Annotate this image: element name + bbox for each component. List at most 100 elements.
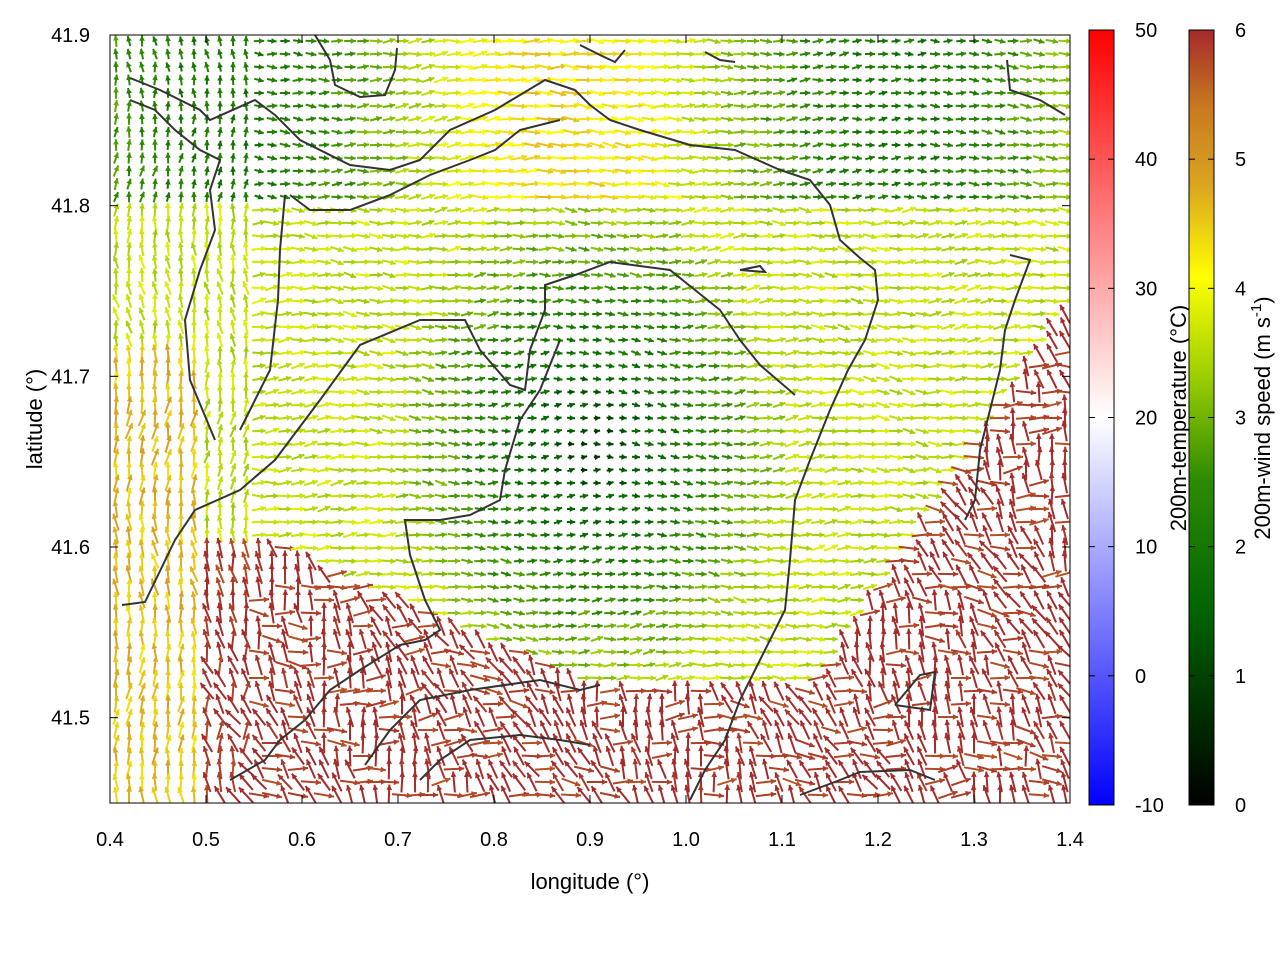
wind-arrow (126, 165, 132, 177)
wind-arrow (189, 578, 199, 596)
wind-arrow (112, 165, 120, 177)
wind-arrow (178, 178, 184, 190)
wind-arrow (138, 565, 145, 583)
wind-arrow (165, 630, 171, 648)
wind-arrow (178, 280, 184, 296)
wind-arrow (139, 87, 145, 99)
wind-arrow (212, 708, 228, 726)
colorbar-tick-label: 4 (1235, 278, 1246, 300)
wind-arrow (178, 682, 184, 700)
wind-arrow (138, 307, 146, 321)
wind-arrow (139, 191, 145, 203)
wind-arrow (138, 643, 146, 661)
wind-arrow (152, 61, 158, 73)
wind-arrow (138, 786, 145, 803)
wind-arrow (204, 61, 210, 73)
wind-colorbar-label-end: ) (1250, 296, 1275, 303)
wind-arrow (204, 191, 210, 203)
wind-arrow (112, 617, 119, 635)
wind-arrow (125, 344, 132, 362)
wind-arrow (216, 268, 224, 282)
wind-colorbar: 6 5 4 3 2 1 0 200m-wind speed (m s-1) (1188, 20, 1275, 817)
wind-arrow (216, 720, 225, 740)
wind-arrow (177, 422, 185, 440)
wind-arrow (126, 139, 132, 151)
wind-arrow (165, 682, 172, 700)
wind-arrow (152, 604, 158, 622)
wind-arrow (216, 514, 223, 530)
colorbar-tick-label: 0 (1235, 795, 1246, 817)
wind-arrow (113, 139, 119, 151)
wind-arrow (191, 113, 197, 125)
wind-arrow (113, 422, 120, 440)
wind-arrow (178, 100, 184, 112)
wind-arrow (217, 75, 223, 85)
wind-arrow (152, 126, 158, 138)
wind-arrow (217, 127, 223, 137)
wind-arrow (191, 760, 198, 778)
wind-arrow (152, 461, 159, 479)
x-tick-label: 1.1 (768, 829, 796, 851)
wind-arrow (202, 410, 212, 426)
wind-arrow (217, 228, 223, 244)
wind-arrow (164, 474, 172, 492)
wind-arrow (165, 669, 171, 687)
wind-arrow (190, 630, 197, 648)
wind-arrow (217, 306, 223, 322)
colorbar-tick-label: 30 (1135, 278, 1157, 300)
wind-arrow (177, 708, 185, 726)
wind-arrow (139, 721, 146, 739)
wind-arrow (113, 99, 119, 113)
wind-arrow (126, 643, 133, 661)
wind-arrow (164, 280, 172, 296)
wind-arrow (152, 669, 159, 687)
wind-arrow (113, 267, 119, 283)
wind-arrow (190, 462, 198, 478)
wind-arrow (216, 527, 223, 543)
wind-arrow (152, 242, 158, 256)
wind-arrow (165, 357, 171, 375)
wind-arrow (178, 74, 184, 86)
wind-arrow (125, 320, 133, 334)
wind-arrow (165, 487, 172, 505)
wind-arrow (113, 669, 120, 687)
wind-arrow (202, 771, 212, 793)
wind-arrow (204, 216, 211, 230)
wind-arrow (138, 474, 146, 492)
wind-arrow (139, 333, 145, 347)
wind-arrow (204, 462, 210, 478)
wind-arrow (204, 267, 210, 283)
wind-arrow (177, 786, 185, 803)
wind-arrow (191, 153, 197, 163)
wind-arrow (191, 448, 197, 466)
wind-arrow (152, 48, 158, 60)
wind-arrow (112, 461, 119, 479)
wind-arrow (139, 708, 146, 726)
colorbar-tick-label: 10 (1135, 537, 1157, 559)
colorbar-tick-label: 6 (1235, 20, 1246, 42)
wind-arrow (164, 241, 171, 257)
wind-arrow (139, 396, 145, 414)
wind-arrow (139, 435, 146, 453)
wind-arrow (113, 177, 119, 191)
wind-arrow (165, 179, 171, 189)
wind-arrow (191, 127, 197, 137)
wind-arrow (126, 113, 132, 125)
wind-arrow (204, 293, 210, 309)
wind-arrow (138, 422, 146, 440)
wind-arrow (178, 165, 184, 177)
wind-arrow (202, 628, 212, 650)
wind-arrow (112, 591, 119, 609)
wind-arrow (151, 215, 158, 231)
wind-arrow (177, 228, 184, 244)
wind-arrow (178, 48, 184, 60)
wind-arrow (177, 670, 185, 686)
wind-arrow (217, 242, 223, 256)
wind-arrow (125, 281, 132, 295)
wind-arrow (204, 332, 210, 348)
colorbar-tick-label: -10 (1135, 795, 1164, 817)
wind-arrow (164, 526, 172, 544)
wind-arrow (217, 476, 224, 490)
wind-arrow (139, 228, 145, 244)
wind-arrow (164, 293, 171, 309)
